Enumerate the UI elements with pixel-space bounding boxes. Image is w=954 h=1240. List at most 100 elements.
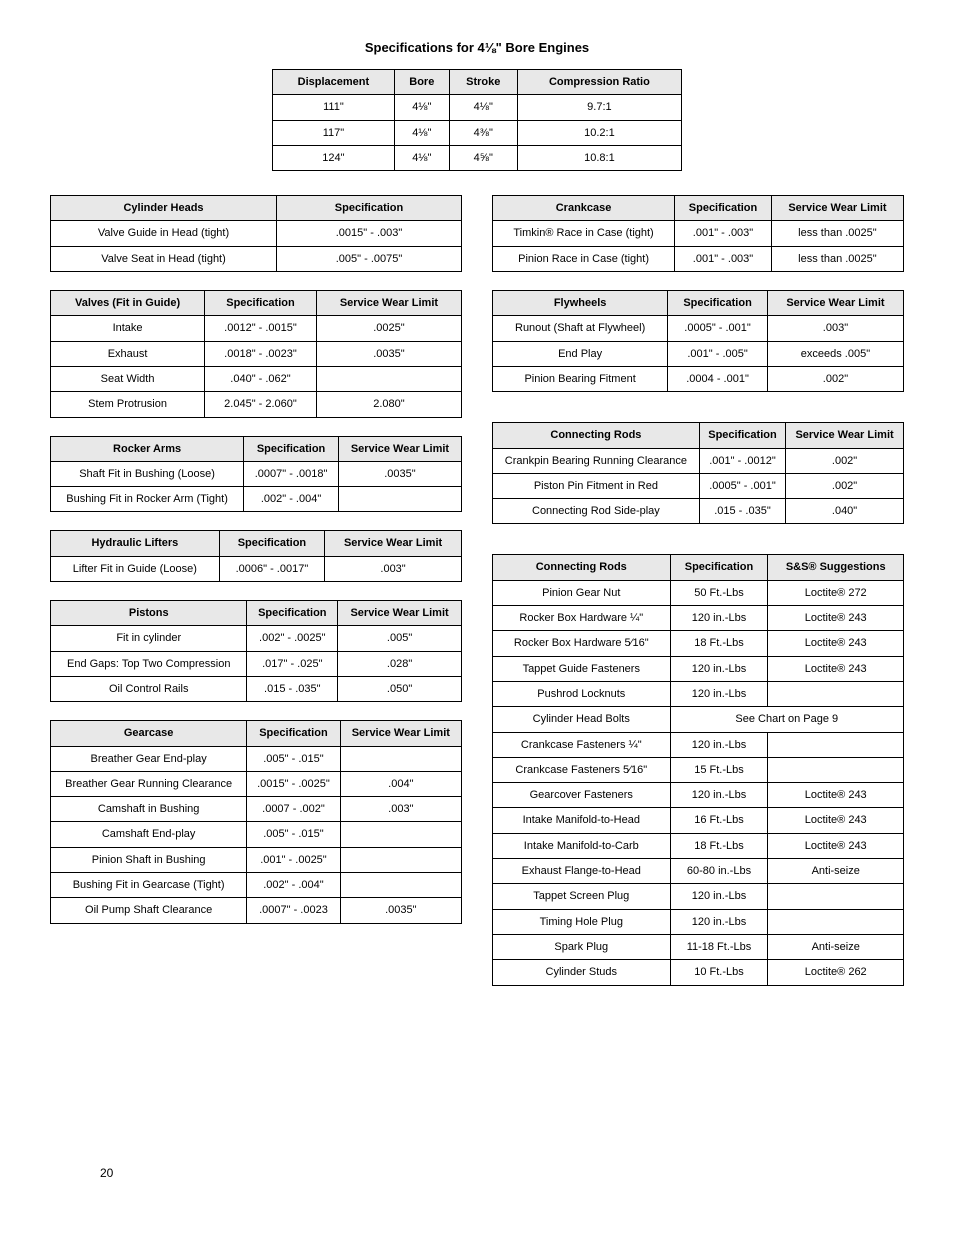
- table-cell: Crankcase Fasteners ¼": [493, 732, 671, 757]
- table-cell: .040" - .062": [205, 366, 317, 391]
- column-header: Service Wear Limit: [786, 423, 904, 448]
- table-cell: .017" - .025": [247, 651, 338, 676]
- column-header: Specification: [219, 531, 324, 556]
- table-cell: Bushing Fit in Gearcase (Tight): [51, 873, 247, 898]
- table-cell: [340, 746, 461, 771]
- table-cell: Camshaft End-play: [51, 822, 247, 847]
- table-cell: Intake Manifold-to-Head: [493, 808, 671, 833]
- table-cell: .050": [338, 676, 462, 701]
- table-cell: .0035": [316, 341, 461, 366]
- table-cell: [768, 681, 904, 706]
- table-cell: 4⅛": [394, 120, 449, 145]
- table-cell: 2.080": [316, 392, 461, 417]
- table-cell: Crankcase Fasteners 5⁄16": [493, 757, 671, 782]
- table-row: Bushing Fit in Gearcase (Tight).002" - .…: [51, 873, 462, 898]
- table-cell: Anti-seize: [768, 859, 904, 884]
- table-cell: Stem Protrusion: [51, 392, 205, 417]
- column-header: Flywheels: [493, 291, 668, 316]
- table-cell: Exhaust Flange-to-Head: [493, 859, 671, 884]
- table-row: End Gaps: Top Two Compression.017" - .02…: [51, 651, 462, 676]
- column-header: Rocker Arms: [51, 436, 244, 461]
- table-cell: Loctite® 243: [768, 631, 904, 656]
- table-cell: Pinion Shaft in Bushing: [51, 847, 247, 872]
- top-table: DisplacementBoreStrokeCompression Ratio …: [272, 69, 682, 171]
- table-cell: .005" - .0075": [277, 246, 462, 271]
- table-row: Pinion Shaft in Bushing.001" - .0025": [51, 847, 462, 872]
- table-row: Exhaust.0018" - .0023".0035": [51, 341, 462, 366]
- table-cell: .004": [340, 771, 461, 796]
- table-row: Timkin® Race in Case (tight).001" - .003…: [493, 221, 904, 246]
- torque-table: Connecting RodsSpecificationS&S® Suggest…: [492, 554, 904, 985]
- table-cell: Pushrod Locknuts: [493, 681, 671, 706]
- table-cell: Loctite® 272: [768, 580, 904, 605]
- table-cell: 10.2:1: [517, 120, 681, 145]
- table-cell: .0007" - .0018": [244, 461, 339, 486]
- table-cell: 10 Ft.-Lbs: [670, 960, 768, 985]
- table-row: Crankcase Fasteners 5⁄16"15 Ft.-Lbs: [493, 757, 904, 782]
- table-cell: Seat Width: [51, 366, 205, 391]
- table-cell: Breather Gear End-play: [51, 746, 247, 771]
- table-cell: 124": [273, 145, 395, 170]
- column-header: Specification: [675, 196, 772, 221]
- column-header: Service Wear Limit: [338, 436, 461, 461]
- table-cell: Oil Control Rails: [51, 676, 247, 701]
- table-cell: 120 in.-Lbs: [670, 681, 768, 706]
- table-row: Crankpin Bearing Running Clearance.001" …: [493, 448, 904, 473]
- table-cell: .002": [767, 366, 903, 391]
- column-header: Specification: [670, 555, 768, 580]
- table-row: Seat Width.040" - .062": [51, 366, 462, 391]
- table-cell: 4⅛": [449, 95, 517, 120]
- page-number: 20: [100, 1166, 113, 1180]
- table-row: Runout (Shaft at Flywheel).0005" - .001"…: [493, 316, 904, 341]
- table-cell: exceeds .005": [767, 341, 903, 366]
- table-cell: Bushing Fit in Rocker Arm (Tight): [51, 487, 244, 512]
- table-cell: .0035": [340, 898, 461, 923]
- table-cell: [340, 847, 461, 872]
- table-row: Tappet Guide Fasteners120 in.-LbsLoctite…: [493, 656, 904, 681]
- column-header: Service Wear Limit: [338, 601, 462, 626]
- table-row: Gearcover Fasteners120 in.-LbsLoctite® 2…: [493, 783, 904, 808]
- table-cell: 50 Ft.-Lbs: [670, 580, 768, 605]
- table-cell: 111": [273, 95, 395, 120]
- table-cell: 120 in.-Lbs: [670, 884, 768, 909]
- table-cell: .015 - .035": [699, 499, 785, 524]
- column-header: Specification: [247, 601, 338, 626]
- table-row: 111"4⅛"4⅛"9.7:1: [273, 95, 682, 120]
- table-cell: 120 in.-Lbs: [670, 783, 768, 808]
- table-row: Fit in cylinder.002" - .0025".005": [51, 626, 462, 651]
- table-cell: Exhaust: [51, 341, 205, 366]
- table-cell: [768, 732, 904, 757]
- column-header: Compression Ratio: [517, 70, 681, 95]
- table-row: Rocker Box Hardware 5⁄16"18 Ft.-LbsLocti…: [493, 631, 904, 656]
- table-cell: .0006" - .0017": [219, 556, 324, 581]
- table-cell: Lifter Fit in Guide (Loose): [51, 556, 220, 581]
- table-row: Pinion Race in Case (tight).001" - .003"…: [493, 246, 904, 271]
- table-cell: Loctite® 243: [768, 656, 904, 681]
- table-cell: 11-18 Ft.-Lbs: [670, 934, 768, 959]
- table-cell: Pinion Gear Nut: [493, 580, 671, 605]
- crankcase-table: CrankcaseSpecificationService Wear Limit…: [492, 195, 904, 272]
- page-title: Specifications for 4⅛" Bore Engines: [50, 40, 904, 55]
- table-cell: [340, 873, 461, 898]
- table-cell: Intake: [51, 316, 205, 341]
- column-header: Specification: [668, 291, 768, 316]
- table-cell: .003": [325, 556, 462, 581]
- table-cell: Pinion Race in Case (tight): [493, 246, 675, 271]
- table-cell: .001" - .0025": [247, 847, 340, 872]
- table-cell: Loctite® 243: [768, 833, 904, 858]
- table-cell: 120 in.-Lbs: [670, 909, 768, 934]
- table-row: 124"4⅛"4⅝"10.8:1: [273, 145, 682, 170]
- table-cell: .0035": [338, 461, 461, 486]
- table-cell: Loctite® 243: [768, 808, 904, 833]
- table-row: Cylinder Studs10 Ft.-LbsLoctite® 262: [493, 960, 904, 985]
- column-header: Specification: [247, 721, 340, 746]
- table-row: Intake Manifold-to-Carb18 Ft.-LbsLoctite…: [493, 833, 904, 858]
- table-row: Crankcase Fasteners ¼"120 in.-Lbs: [493, 732, 904, 757]
- table-row: Oil Control Rails.015 - .035".050": [51, 676, 462, 701]
- table-cell: [768, 757, 904, 782]
- table-row: Tappet Screen Plug120 in.-Lbs: [493, 884, 904, 909]
- column-header: Service Wear Limit: [771, 196, 903, 221]
- table-row: Lifter Fit in Guide (Loose).0006" - .001…: [51, 556, 462, 581]
- table-cell: Fit in cylinder: [51, 626, 247, 651]
- table-row: Spark Plug11-18 Ft.-LbsAnti-seize: [493, 934, 904, 959]
